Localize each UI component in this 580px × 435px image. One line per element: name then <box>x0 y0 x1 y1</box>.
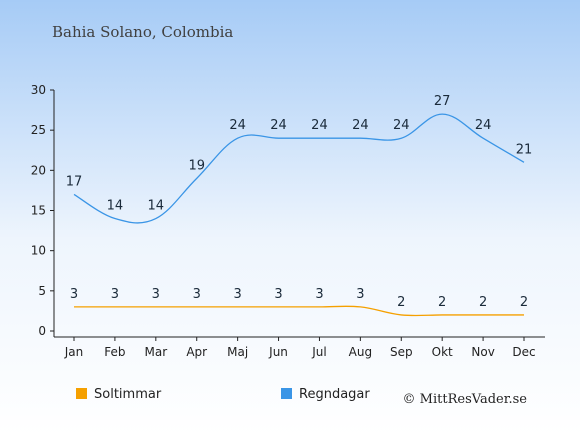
data-label-regndagar: 24 <box>352 118 369 133</box>
data-label-soltimmar: 2 <box>520 295 528 310</box>
series-line-regndagar <box>73 113 525 224</box>
legend: Soltimmar Regndagar <box>76 387 370 402</box>
y-tick-label: 30 <box>31 83 46 97</box>
x-tick-label: Mar <box>144 345 167 359</box>
chart-title: Bahia Solano, Colombia <box>52 23 233 41</box>
legend-swatch-regndagar <box>281 388 292 399</box>
x-tick-label: Sep <box>390 345 413 359</box>
data-label-regndagar: 14 <box>148 199 165 214</box>
data-label-regndagar: 24 <box>270 118 287 133</box>
data-label-regndagar: 19 <box>188 158 205 173</box>
data-label-soltimmar: 3 <box>274 287 282 302</box>
y-tick-label: 15 <box>31 204 46 218</box>
y-tick-label: 20 <box>31 163 46 177</box>
y-tick-label: 25 <box>31 123 46 137</box>
legend-swatch-soltimmar <box>76 388 87 399</box>
data-label-soltimmar: 2 <box>438 295 446 310</box>
data-labels: 3 3 3 3 3 3 3 3 2 2 2 2 17 14 14 19 24 24 24 24 24 27 24 21 <box>66 94 533 310</box>
x-tick-label: Jul <box>311 345 326 359</box>
x-tick-label: Jun <box>268 345 288 359</box>
data-label-regndagar: 24 <box>311 118 328 133</box>
data-label-soltimmar: 3 <box>193 287 201 302</box>
x-tick-label: Aug <box>349 345 372 359</box>
x-tick-label: Nov <box>471 345 494 359</box>
data-label-soltimmar: 3 <box>70 287 78 302</box>
data-label-soltimmar: 3 <box>233 287 241 302</box>
legend-label-soltimmar: Soltimmar <box>94 387 162 402</box>
x-tick-label: Feb <box>104 345 125 359</box>
data-label-regndagar: 27 <box>434 94 451 109</box>
y-tick-label: 0 <box>38 324 46 338</box>
y-tick-label: 5 <box>38 284 46 298</box>
credit-text: © MittResVader.se <box>403 392 528 407</box>
data-label-regndagar: 24 <box>393 118 410 133</box>
x-tick-label: Dec <box>512 345 535 359</box>
data-label-regndagar: 14 <box>107 199 124 214</box>
x-tick-label: Jan <box>64 345 84 359</box>
series-layer <box>73 113 525 317</box>
data-label-soltimmar: 3 <box>315 287 323 302</box>
data-label-regndagar: 24 <box>475 118 492 133</box>
y-tick-label: 10 <box>31 244 46 258</box>
axes: 0 5 10 15 20 25 30 Jan Feb Mar Apr Maj Jun Jul Aug Sep O… <box>31 83 545 359</box>
data-label-regndagar: 24 <box>229 118 246 133</box>
data-label-soltimmar: 2 <box>397 295 405 310</box>
data-label-soltimmar: 2 <box>479 295 487 310</box>
data-label-soltimmar: 3 <box>152 287 160 302</box>
legend-label-regndagar: Regndagar <box>299 387 370 402</box>
data-label-regndagar: 21 <box>516 142 533 157</box>
x-tick-label: Apr <box>186 345 207 359</box>
data-label-soltimmar: 3 <box>111 287 119 302</box>
x-tick-label: Okt <box>432 345 453 359</box>
data-label-regndagar: 17 <box>66 174 83 189</box>
x-tick-label: Maj <box>227 345 248 359</box>
data-label-soltimmar: 3 <box>356 287 364 302</box>
series-line-soltimmar <box>73 305 524 317</box>
